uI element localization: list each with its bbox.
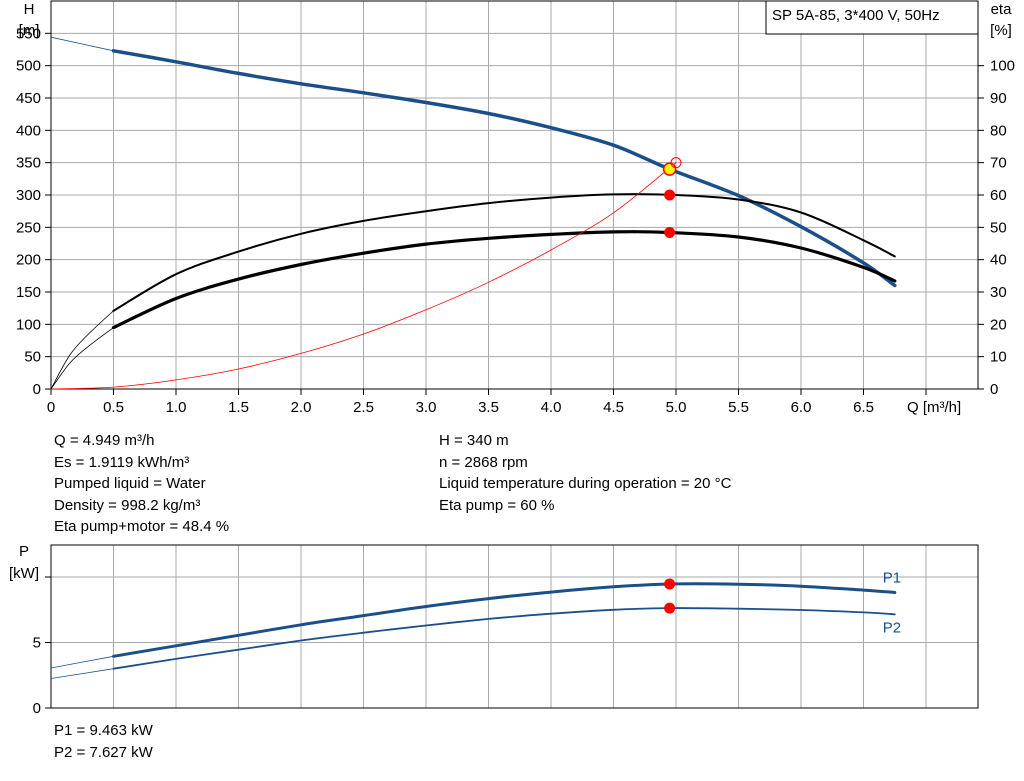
y-tick-label-left: 150 <box>16 284 41 301</box>
y-tick-label-right: 80 <box>990 122 1007 139</box>
y-tick-label-right: 70 <box>990 155 1007 172</box>
power-y-tick-label: 5 <box>33 635 41 652</box>
top-series-line-5 <box>50 327 114 390</box>
top-series-line-6 <box>50 162 677 390</box>
pump-label-text: SP 5A-85, 3*400 V, 50Hz <box>772 7 940 24</box>
y-tick-label-right: 0 <box>990 381 998 398</box>
y-tick-label-right: 30 <box>990 284 1007 301</box>
y-axis-label-left: H <box>24 1 35 18</box>
x-tick-label: 3.0 <box>416 399 437 416</box>
density-text: Density = 998.2 kg/m³ <box>54 496 201 514</box>
head-text: H = 340 m <box>439 432 509 449</box>
y-tick-label-left: 450 <box>16 90 41 107</box>
power-series-line-2 <box>50 655 114 669</box>
y-tick-label-right: 20 <box>990 316 1007 333</box>
y-tick-label-left: 400 <box>16 122 41 139</box>
y-axis-unit-left: [m] <box>19 22 40 39</box>
eta-system-marker <box>670 157 682 169</box>
top-series-line-3 <box>111 230 897 330</box>
x-axis-label: Q [m³/h] <box>907 399 961 416</box>
top-series-line-1 <box>50 36 114 52</box>
efficiency-marker <box>664 189 676 201</box>
power-series-line-0 <box>112 582 897 658</box>
y-tick-label-right: 40 <box>990 252 1007 269</box>
power-y-tick-label: 0 <box>33 700 41 717</box>
flow-rate-text: Q = 4.949 m³/h <box>54 432 155 449</box>
power-results: P1 = 9.463 kW P2 = 7.627 kW <box>54 720 153 763</box>
top-series-line-4 <box>50 310 114 390</box>
y-tick-label-left: 200 <box>16 252 41 269</box>
y-axis-label-right: eta <box>991 1 1013 18</box>
power-series-label-p2: P2 <box>883 619 901 636</box>
eta-pump-motor-text: Eta pump+motor = 48.4 % <box>54 518 230 535</box>
x-tick-label: 1.0 <box>166 399 187 416</box>
y-tick-label-left: 100 <box>16 316 41 333</box>
eta-pump-text: Eta pump = 60 % <box>439 496 555 514</box>
efficiency-marker <box>664 227 676 239</box>
duty-point-right-info: H = 340 m n = 2868 rpm Liquid temperatur… <box>439 430 731 516</box>
power-series-line-1 <box>112 607 896 670</box>
x-tick-label: 4.5 <box>603 399 624 416</box>
p1-result-text: P1 = 9.463 kW <box>54 722 153 739</box>
p2-result-text: P2 = 7.627 kW <box>54 743 153 761</box>
top-series-line-0 <box>111 49 897 288</box>
y-tick-label-right: 100 <box>990 58 1015 75</box>
power-series-label-p1: P1 <box>883 569 901 586</box>
y-tick-label-left: 250 <box>16 219 41 236</box>
y-tick-label-left: 550 <box>16 25 41 42</box>
x-tick-label: 5.0 <box>666 399 687 416</box>
y-tick-label-left: 0 <box>33 381 41 398</box>
x-tick-label: 2.5 <box>353 399 374 416</box>
duty-point-left-info: Q = 4.949 m³/h Es = 1.9119 kWh/m³ Pumped… <box>54 430 229 538</box>
y-tick-label-left: 300 <box>16 187 41 204</box>
x-tick-label: 6.5 <box>853 399 874 416</box>
y-tick-label-left: 500 <box>16 58 41 75</box>
speed-text: n = 2868 rpm <box>439 453 528 471</box>
y-tick-label-left: 50 <box>24 349 41 366</box>
top-series-line-2 <box>112 193 896 312</box>
y-tick-label-right: 90 <box>990 90 1007 107</box>
y-tick-label-right: 10 <box>990 349 1007 366</box>
x-tick-label: 4.0 <box>541 399 562 416</box>
x-tick-label: 5.5 <box>728 399 749 416</box>
y-tick-label-left: 350 <box>16 155 41 172</box>
y-axis-unit-right: [%] <box>990 22 1012 39</box>
y-tick-label-right: 60 <box>990 187 1007 204</box>
x-tick-label: 3.5 <box>478 399 499 416</box>
y-tick-label-right: 50 <box>990 219 1007 236</box>
x-tick-label: 1.5 <box>228 399 249 416</box>
pump-label-box <box>765 0 979 35</box>
top-plot-frame <box>50 0 979 390</box>
x-tick-label: 0 <box>47 399 55 416</box>
pumped-liquid-text: Pumped liquid = Water <box>54 475 206 492</box>
power-duty-marker <box>664 602 676 614</box>
power-axis-label: P <box>19 543 29 560</box>
power-series-line-3 <box>50 668 114 679</box>
power-axis-unit: [kW] <box>9 565 39 582</box>
x-tick-label: 0.5 <box>103 399 124 416</box>
power-duty-marker <box>664 578 676 590</box>
specific-energy-text: Es = 1.9119 kWh/m³ <box>54 453 190 471</box>
x-tick-label: 2.0 <box>291 399 312 416</box>
power-plot-frame <box>50 544 979 709</box>
x-tick-label: 6.0 <box>791 399 812 416</box>
duty-point-marker <box>662 162 677 176</box>
liquid-temperature-text: Liquid temperature during operation = 20… <box>439 475 732 492</box>
